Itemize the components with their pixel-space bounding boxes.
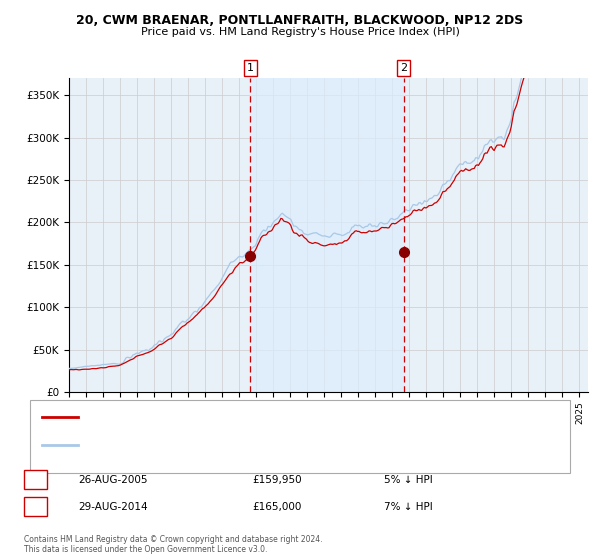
Text: Contains HM Land Registry data © Crown copyright and database right 2024.: Contains HM Land Registry data © Crown c… — [24, 535, 323, 544]
Text: 2: 2 — [32, 502, 39, 512]
Text: Price paid vs. HM Land Registry's House Price Index (HPI): Price paid vs. HM Land Registry's House … — [140, 27, 460, 37]
Text: 26-AUG-2005: 26-AUG-2005 — [78, 475, 148, 485]
Text: 2: 2 — [400, 63, 407, 73]
Text: 20, CWM BRAENAR, PONTLLANFRAITH, BLACKWOOD, NP12 2DS: 20, CWM BRAENAR, PONTLLANFRAITH, BLACKWO… — [76, 14, 524, 27]
Text: 20, CWM BRAENAR, PONTLLANFRAITH, BLACKWOOD, NP12 2DS (detached house): 20, CWM BRAENAR, PONTLLANFRAITH, BLACKWO… — [87, 412, 488, 422]
Text: 5% ↓ HPI: 5% ↓ HPI — [384, 475, 433, 485]
Text: This data is licensed under the Open Government Licence v3.0.: This data is licensed under the Open Gov… — [24, 545, 268, 554]
Text: 29-AUG-2014: 29-AUG-2014 — [78, 502, 148, 512]
Text: HPI: Average price, detached house, Caerphilly: HPI: Average price, detached house, Caer… — [87, 440, 317, 450]
Text: £165,000: £165,000 — [252, 502, 301, 512]
Text: £159,950: £159,950 — [252, 475, 302, 485]
Text: 1: 1 — [247, 63, 254, 73]
Text: 1: 1 — [32, 475, 39, 485]
Bar — [250, 78, 404, 392]
Text: 7% ↓ HPI: 7% ↓ HPI — [384, 502, 433, 512]
